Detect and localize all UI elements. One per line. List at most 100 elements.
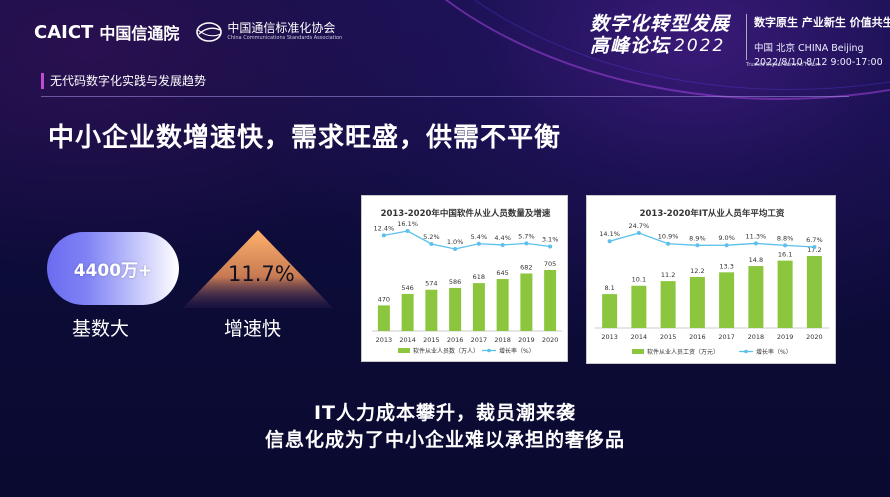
growth-value-label: 9.0%	[718, 234, 735, 242]
bar	[472, 283, 485, 331]
forum-subtitle: Trusted Digital Summit Forum	[746, 62, 821, 68]
growth-value-label: 12.4%	[374, 224, 395, 232]
growth-value-label: 3.1%	[542, 235, 559, 243]
growth-point	[636, 231, 641, 235]
growth-value-label: 14.1%	[599, 230, 620, 238]
forum-dates: 2022/8/10-8/12 9:00-17:00	[754, 57, 883, 68]
bar	[748, 266, 764, 328]
x-tick-label: 2013	[376, 336, 393, 344]
bar-value-label: 618	[473, 273, 485, 281]
bar-value-label: 8.1	[604, 284, 614, 292]
bar	[777, 260, 793, 328]
legend-bar-swatch	[632, 349, 644, 354]
legend-line-marker	[487, 348, 491, 353]
bar	[689, 276, 705, 328]
bar	[631, 285, 647, 328]
x-tick-label: 2017	[471, 336, 488, 344]
growth-point	[500, 242, 505, 247]
x-tick-label: 2016	[689, 333, 706, 341]
growth-value-label: 5.4%	[471, 233, 488, 241]
section-title: 无代码数字化实践与发展趋势	[50, 74, 207, 88]
headline: 中小企业数增速快，需求旺盛，供需不平衡	[48, 123, 562, 153]
x-tick-label: 2014	[631, 333, 648, 341]
caict-name: 中国信通院	[99, 24, 180, 43]
forum-title-line1: 数字化转型发展	[590, 13, 731, 35]
legend-line-label: 增长率（%）	[756, 348, 792, 356]
bar	[719, 272, 735, 328]
x-tick-label: 2015	[660, 333, 677, 341]
bar	[544, 270, 557, 331]
growth-triangle	[183, 230, 333, 308]
bar	[602, 294, 618, 328]
bar	[377, 305, 390, 331]
caict-logo: CAICT	[34, 21, 94, 43]
growth-value-label: 8.9%	[689, 234, 706, 242]
growth-point	[812, 245, 817, 249]
bar-value-label: 12.2	[690, 267, 704, 275]
legend-bar-label: 软件从业人员数（万人）	[413, 347, 479, 355]
header-logos: CAICT 中国信通院 中国通信标准化协会 China Communicatio…	[34, 20, 342, 44]
bottom-line-1: IT人力成本攀升，裁员潮来袭	[313, 402, 577, 424]
growth-value-label: 4.4%	[494, 234, 511, 242]
legend-line-label: 增长率（%）	[499, 347, 535, 355]
growth-value-label: 1.0%	[447, 238, 464, 246]
growth-point	[548, 244, 553, 249]
bar	[520, 273, 533, 331]
growth-value-label: 5.2%	[423, 233, 440, 241]
growth-point	[524, 241, 529, 246]
x-tick-label: 2013	[601, 333, 618, 341]
forum-location: 中国 北京 CHINA Beijing	[754, 43, 864, 54]
bar	[449, 287, 462, 331]
ccsa-name: 中国通信标准化协会	[227, 21, 336, 35]
growth-point	[453, 247, 458, 251]
it-salary-chart: 2013-2020年IT从业人员年平均工资 8.1 2013 10.1 2014 11.2…	[586, 195, 836, 364]
forum-slogan: 数字原生 产业新生 价值共生	[754, 16, 890, 29]
base-stat-label: 基数大	[72, 318, 130, 340]
bar-value-label: 645	[496, 269, 508, 277]
growth-point	[666, 241, 671, 246]
bar-value-label: 16.1	[778, 251, 792, 259]
growth-value-label: 16.1%	[397, 220, 418, 228]
section-accent-bar	[41, 73, 44, 89]
growth-value-label: 24.7%	[629, 222, 650, 230]
bar-value-label: 682	[520, 263, 532, 271]
forum-year: 2022	[674, 36, 726, 56]
forum-divider	[746, 14, 747, 60]
growth-stat-value: 11.7%	[228, 262, 295, 286]
x-tick-label: 2014	[399, 336, 416, 344]
growth-point	[607, 239, 612, 244]
it-salary-chart-svg: 2013-2020年IT从业人员年平均工资 8.1 2013 10.1 2014 11.2…	[595, 208, 829, 356]
forum-info: 数字原生 产业新生 价值共生 中国 北京 CHINA Beijing 2022/…	[754, 14, 890, 68]
bar-value-label: 470	[378, 295, 390, 303]
bar-value-label: 586	[449, 278, 461, 286]
x-tick-label: 2019	[518, 336, 535, 344]
x-tick-label: 2018	[494, 336, 511, 344]
base-stat-value: 4400万+	[73, 261, 153, 281]
bar-value-label: 546	[401, 284, 413, 292]
bar	[496, 279, 509, 331]
x-tick-label: 2020	[806, 333, 823, 341]
growth-point	[695, 243, 700, 248]
x-tick-label: 2019	[777, 333, 794, 341]
bar	[806, 256, 822, 328]
growth-point	[476, 241, 481, 246]
chart-title: 2013-2020年IT从业人员年平均工资	[640, 208, 785, 219]
growth-point	[753, 241, 758, 246]
bar-value-label: 10.1	[632, 276, 646, 284]
chart-title: 2013-2020年中国软件从业人员数量及增速	[381, 208, 551, 219]
growth-value-label: 5.7%	[518, 232, 535, 240]
growth-point	[405, 229, 410, 233]
bar-value-label: 14.8	[749, 256, 763, 264]
forum-logo: 数字化转型发展 高峰论坛 2022 Trusted Digital Summit…	[590, 13, 821, 68]
bar-value-label: 13.3	[719, 262, 733, 270]
legend-bar-swatch	[398, 348, 410, 353]
growth-point	[429, 241, 434, 246]
legend-line-marker	[744, 349, 748, 354]
bar	[401, 293, 414, 331]
bar	[425, 289, 438, 331]
legend-bar-label: 软件从业人员工资（万元）	[647, 348, 719, 356]
forum-title-line2: 高峰论坛	[590, 35, 671, 57]
growth-point	[783, 243, 788, 248]
growth-value-label: 6.7%	[806, 236, 823, 244]
